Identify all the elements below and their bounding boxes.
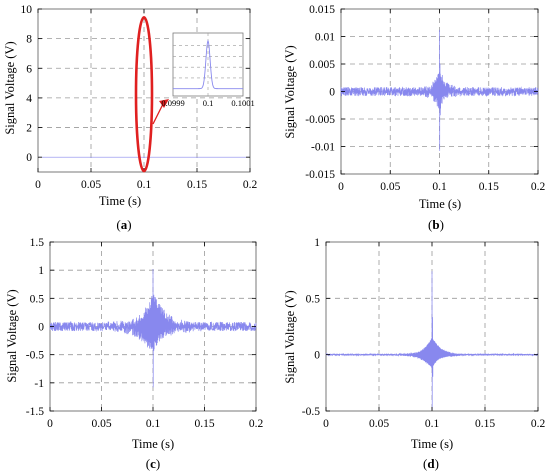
ylabel-c: Signal Voltage (V) xyxy=(5,289,19,382)
y-tick-label: 0 xyxy=(26,152,32,164)
x-tick-label: 0 xyxy=(323,418,329,430)
y-tick-label: -1 xyxy=(34,378,44,390)
signal-line xyxy=(325,271,539,410)
panel-b: 0 0.05 0.1 0.15 0.2 -0.015 -0.01 -0.005 0 0.005 0.… xyxy=(283,4,545,232)
y-tick-label: 0 xyxy=(329,87,335,99)
y-tick-label: 1.5 xyxy=(30,237,45,249)
x-tick-label: 0.2 xyxy=(531,418,546,430)
panel-label-d: (d) xyxy=(423,456,439,471)
y-tick-label: 0.01 xyxy=(315,32,335,44)
y-tick-label: 0.005 xyxy=(309,59,335,71)
inset-x-tick-label: 0.1001 xyxy=(231,98,254,108)
inset-pulse-line xyxy=(173,39,243,90)
panel-d: 0 0.05 0.1 0.15 0.2-0.500.51 Signal Voltage … xyxy=(283,237,545,471)
x-tick-label: 0.05 xyxy=(369,418,389,430)
x-tick-label: 0.15 xyxy=(194,418,214,430)
y-tick-label: -0.015 xyxy=(305,169,335,181)
x-tick-label: 0.05 xyxy=(380,181,400,193)
x-tick-label: 0.2 xyxy=(531,181,546,193)
y-tick-label: -0.5 xyxy=(302,406,320,418)
x-tick-label: 0.2 xyxy=(249,418,264,430)
y-tick-label: 0.5 xyxy=(306,293,321,305)
plot-area-d: 0 0.05 0.1 0.15 0.2-0.500.51 xyxy=(302,237,546,430)
ylabel-a: Signal Voltage (V) xyxy=(3,41,17,134)
plot-area-a: 0 0.05 0.1 0.15 0.2 0 2 4 6 8 10 0.0999 0.1 0.1001 xyxy=(21,4,258,191)
y-tick-label: 4 xyxy=(26,93,32,105)
x-tick-label: 0.05 xyxy=(81,179,101,191)
inset-x-tick-label: 0.0999 xyxy=(161,98,184,108)
panel-c: 0 0.05 0.1 0.15 0.2 -1.5 -1 -0.5 0 0.5 1 1.5 Signal… xyxy=(5,237,263,471)
y-tick-label: 1 xyxy=(314,237,320,249)
y-tick-label: 1 xyxy=(38,265,44,277)
xlabel-a: Time (s) xyxy=(99,194,141,208)
x-tick-label: 0.1 xyxy=(425,418,440,430)
callout-arrow xyxy=(152,103,164,125)
x-tick-label: 0.15 xyxy=(187,179,207,191)
y-tick-label: 0.5 xyxy=(30,293,45,305)
y-tick-label: 0 xyxy=(314,350,320,362)
panel-label-c: (c) xyxy=(146,456,160,471)
callout-arrowhead xyxy=(159,99,169,108)
y-tick-label: -1.5 xyxy=(26,406,44,418)
y-tick-label: 0 xyxy=(38,322,44,334)
inset-x-tick-label: 0.1 xyxy=(203,98,214,108)
x-tick-label: 0.2 xyxy=(243,179,258,191)
x-tick-label: 0.15 xyxy=(479,181,499,193)
signal-line xyxy=(340,29,539,151)
xlabel-d: Time (s) xyxy=(411,437,453,451)
y-tick-label: 2 xyxy=(26,123,32,135)
x-tick-label: 0.1 xyxy=(146,418,161,430)
signal-line xyxy=(49,269,257,388)
y-tick-label: -0.005 xyxy=(305,114,335,126)
plot-area-c: 0 0.05 0.1 0.15 0.2 -1.5 -1 -0.5 0 0.5 1 1.5 xyxy=(26,237,264,430)
x-tick-label: 0 xyxy=(338,181,344,193)
plot-area-b: 0 0.05 0.1 0.15 0.2 -0.015 -0.01 -0.005 0 0.005 0.… xyxy=(305,4,545,193)
y-tick-label: 10 xyxy=(21,4,33,16)
ylabel-d: Signal Voltage (V) xyxy=(283,290,297,383)
x-tick-label: 0.15 xyxy=(475,418,495,430)
panel-label-b: (b) xyxy=(428,217,444,232)
y-tick-label: 8 xyxy=(26,34,32,46)
x-tick-label: 0.05 xyxy=(91,418,111,430)
y-tick-label: -0.01 xyxy=(311,142,335,154)
xlabel-c: Time (s) xyxy=(132,437,174,451)
xlabel-b: Time (s) xyxy=(419,197,461,211)
y-tick-label: -0.5 xyxy=(26,350,44,362)
x-tick-label: 0.1 xyxy=(432,181,447,193)
ylabel-b: Signal Voltage (V) xyxy=(283,45,297,138)
x-tick-label: 0.1 xyxy=(137,179,152,191)
y-tick-label: 6 xyxy=(26,63,32,75)
callout-ellipse xyxy=(134,15,154,173)
panel-a: 0 0.05 0.1 0.15 0.2 0 2 4 6 8 10 0.0999 0.1 0.1001 Si… xyxy=(3,4,257,232)
x-tick-label: 0 xyxy=(47,418,53,430)
y-tick-label: 0.015 xyxy=(309,4,335,16)
x-tick-label: 0 xyxy=(35,179,41,191)
panel-label-a: (a) xyxy=(116,217,131,232)
